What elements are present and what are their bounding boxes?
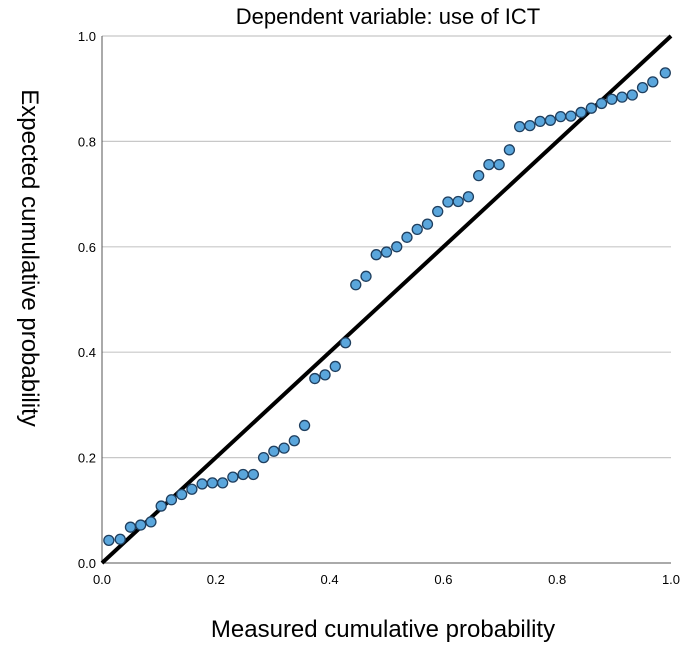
y-axis-label: Expected cumulative probability <box>16 89 43 427</box>
y-tick-label: 0.2 <box>78 451 96 466</box>
data-point <box>483 158 495 171</box>
x-tick-label: 0.0 <box>93 572 111 587</box>
data-point <box>595 97 608 110</box>
data-point <box>288 435 300 447</box>
y-tick-label: 0.4 <box>78 345 96 360</box>
data-point <box>124 521 137 533</box>
data-point <box>370 249 382 261</box>
x-axis-label: Measured cumulative probability <box>211 616 555 643</box>
data-point <box>196 478 208 490</box>
data-point <box>421 218 434 230</box>
data-point <box>647 76 659 88</box>
data-point <box>339 337 352 349</box>
data-points <box>103 67 671 546</box>
y-tick-label: 0.8 <box>78 134 96 149</box>
data-point <box>247 468 260 481</box>
data-point <box>186 483 198 495</box>
data-point <box>391 241 403 253</box>
data-point <box>227 471 239 483</box>
data-point <box>606 93 618 105</box>
data-point <box>103 534 115 546</box>
data-point <box>206 477 219 489</box>
x-tick-label: 0.6 <box>434 572 452 587</box>
data-point <box>176 488 188 501</box>
data-point <box>298 419 311 432</box>
data-point <box>503 144 516 156</box>
data-point <box>145 516 157 528</box>
data-point <box>493 158 505 171</box>
data-point <box>554 110 567 123</box>
data-point <box>329 360 341 373</box>
data-point <box>257 451 270 464</box>
data-point <box>442 196 454 208</box>
data-point <box>216 477 229 489</box>
data-point <box>616 91 628 103</box>
data-point <box>380 246 393 258</box>
data-point <box>432 205 444 218</box>
data-point <box>473 170 485 182</box>
data-point <box>565 110 577 122</box>
tick-labels: 0.0 0.2 0.4 0.6 0.8 1.0 0.0 0.2 0.4 0.6 0.8 1.0 <box>78 29 680 587</box>
data-point <box>513 120 526 133</box>
data-point <box>278 442 290 454</box>
data-point <box>309 372 321 385</box>
data-point <box>585 102 597 114</box>
data-point <box>659 67 671 79</box>
reference-line <box>100 34 673 565</box>
data-point <box>452 195 464 208</box>
data-point <box>155 500 167 512</box>
data-point <box>462 191 475 203</box>
chart-title: Dependent variable: use of ICT <box>236 4 541 29</box>
data-point <box>544 114 557 126</box>
y-tick-label: 0.6 <box>78 240 96 255</box>
data-point <box>575 106 587 119</box>
data-point <box>135 519 147 531</box>
data-point <box>114 533 126 545</box>
data-point <box>411 223 423 236</box>
data-point <box>268 445 280 457</box>
data-point <box>350 279 362 291</box>
x-tick-label: 1.0 <box>662 572 680 587</box>
x-tick-label: 0.4 <box>321 572 339 587</box>
data-point <box>534 115 546 128</box>
x-tick-label: 0.2 <box>207 572 225 587</box>
x-tick-label: 0.8 <box>548 572 566 587</box>
data-point <box>319 369 331 381</box>
data-point <box>237 468 249 481</box>
data-point <box>524 119 536 132</box>
y-tick-label: 0.0 <box>78 556 96 571</box>
data-point <box>360 270 372 282</box>
data-point <box>636 81 649 94</box>
data-point <box>626 89 638 101</box>
data-point <box>165 494 178 506</box>
data-point <box>401 231 413 243</box>
y-tick-label: 1.0 <box>78 29 96 44</box>
